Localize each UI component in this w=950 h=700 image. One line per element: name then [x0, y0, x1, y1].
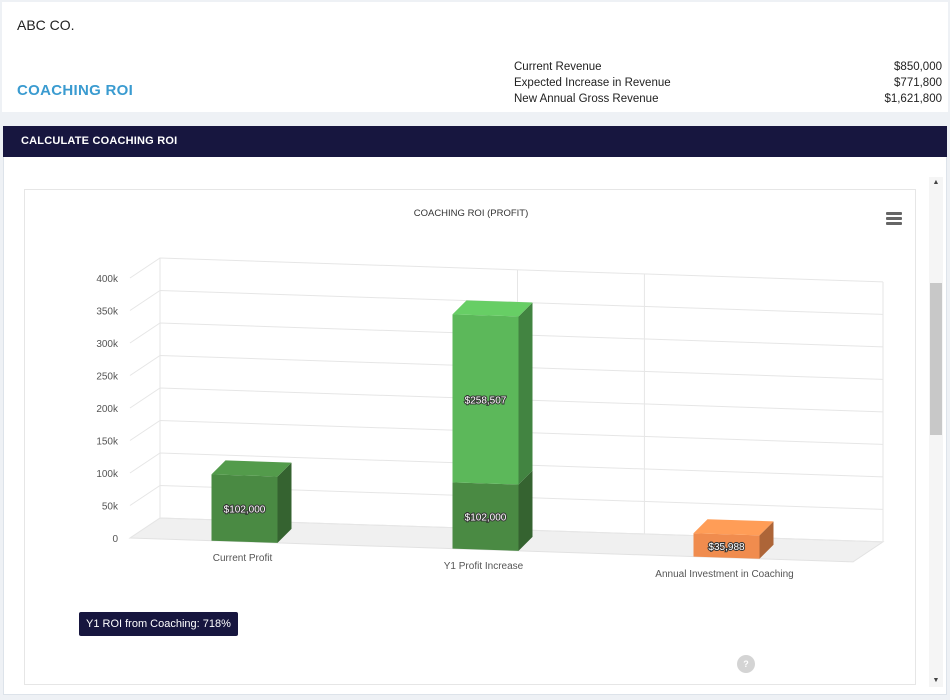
- revenue-label: Expected Increase in Revenue: [514, 77, 671, 89]
- bar-top-1: [452, 300, 533, 317]
- roi-badge: Y1 ROI from Coaching: 718%: [79, 612, 238, 636]
- vertical-scrollbar[interactable]: ▲ ▼: [929, 177, 943, 687]
- page-title: COACHING ROI: [17, 82, 134, 99]
- revenue-value: $1,621,800: [884, 93, 942, 105]
- x-tick-label: Y1 Profit Increase: [444, 561, 524, 572]
- y-tick-label: 0: [112, 534, 118, 545]
- y-tick-label: 350k: [96, 307, 119, 318]
- x-tick-label: Current Profit: [213, 553, 273, 564]
- revenue-row: Current Revenue $850,000: [514, 59, 942, 75]
- data-label: $35,988: [708, 542, 745, 553]
- bar-0-0-side: [277, 462, 292, 543]
- chart-title: COACHING ROI (PROFIT): [414, 208, 529, 219]
- gridline: [129, 257, 884, 283]
- y-tick-label: 250k: [96, 372, 119, 383]
- x-tick-label: Annual Investment in Coaching: [655, 569, 793, 580]
- calculator-panel: COACHING ROI (PROFIT) 0 50k 100k 150k 200k 250…: [3, 157, 947, 695]
- y-tick-label: 50k: [102, 502, 119, 513]
- data-label: $258,507: [465, 395, 507, 406]
- hamburger-menu-icon[interactable]: [886, 212, 902, 226]
- help-icon[interactable]: ?: [737, 655, 755, 673]
- scroll-thumb[interactable]: [930, 283, 942, 435]
- bar-2-2-side: [759, 521, 774, 559]
- revenue-summary: Current Revenue $850,000 Expected Increa…: [514, 59, 942, 107]
- triangle-up-icon[interactable]: ▲: [932, 179, 940, 186]
- roi-chart: COACHING ROI (PROFIT) 0 50k 100k 150k 200k 250…: [24, 189, 916, 685]
- data-label: $102,000: [224, 505, 266, 516]
- revenue-value: $771,800: [894, 77, 942, 89]
- revenue-row: Expected Increase in Revenue $771,800: [514, 75, 942, 91]
- revenue-value: $850,000: [894, 61, 942, 73]
- bar-top-2: [693, 519, 774, 536]
- y-tick-label: 400k: [96, 274, 119, 285]
- y-tick-label: 150k: [96, 437, 119, 448]
- bar-1-1: [452, 314, 519, 485]
- bar-2-2: [693, 533, 760, 559]
- y-tick-label: 300k: [96, 339, 119, 350]
- data-label: $102,000: [465, 513, 507, 524]
- section-header: CALCULATE COACHING ROI: [3, 126, 947, 157]
- bar-top-0: [211, 460, 292, 477]
- y-tick-label: 100k: [96, 469, 119, 480]
- chart-canvas: COACHING ROI (PROFIT) 0 50k 100k 150k 200k 250…: [96, 208, 885, 580]
- bar-0-0: [211, 474, 278, 543]
- company-name: ABC CO.: [17, 17, 75, 33]
- summary-card: ABC CO. COACHING ROI Current Revenue $85…: [2, 2, 948, 112]
- triangle-down-icon[interactable]: ▼: [932, 677, 940, 684]
- revenue-row: New Annual Gross Revenue $1,621,800: [514, 91, 942, 107]
- y-tick-label: 200k: [96, 404, 119, 415]
- bar-1-1-side: [518, 302, 533, 485]
- bar-0-1: [452, 482, 519, 551]
- bar-0-1-side: [518, 470, 533, 551]
- revenue-label: New Annual Gross Revenue: [514, 93, 659, 105]
- revenue-label: Current Revenue: [514, 61, 602, 73]
